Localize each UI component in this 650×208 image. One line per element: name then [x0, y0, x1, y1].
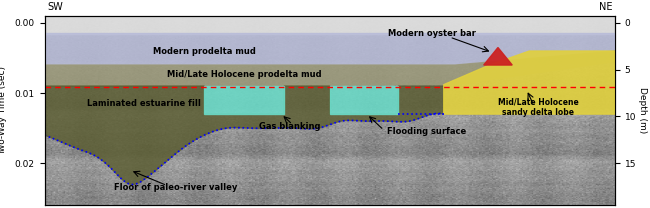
Polygon shape	[204, 86, 284, 114]
Polygon shape	[44, 16, 615, 33]
Text: Mid/Late Holocene
sandy delta lobe: Mid/Late Holocene sandy delta lobe	[497, 97, 578, 117]
Polygon shape	[330, 86, 398, 114]
Polygon shape	[484, 47, 512, 65]
Text: Flooding surface: Flooding surface	[387, 127, 466, 136]
Text: SW: SW	[47, 2, 63, 12]
Polygon shape	[44, 86, 444, 184]
Text: Modern prodelta mud: Modern prodelta mud	[153, 47, 255, 56]
Polygon shape	[444, 51, 615, 114]
Text: Floor of paleo-river valley: Floor of paleo-river valley	[114, 183, 237, 192]
Text: Gas blanking: Gas blanking	[259, 122, 320, 131]
Text: NE: NE	[599, 2, 612, 12]
Text: Mid/Late Holocene prodelta mud: Mid/Late Holocene prodelta mud	[167, 70, 322, 79]
Polygon shape	[44, 51, 615, 86]
Polygon shape	[44, 33, 615, 65]
Text: Laminated estuarine fill: Laminated estuarine fill	[87, 99, 202, 108]
Y-axis label: Two-Way Time (sec): Two-Way Time (sec)	[0, 66, 7, 155]
Y-axis label: Depth (m): Depth (m)	[638, 88, 647, 134]
Text: Modern oyster bar: Modern oyster bar	[389, 29, 476, 38]
